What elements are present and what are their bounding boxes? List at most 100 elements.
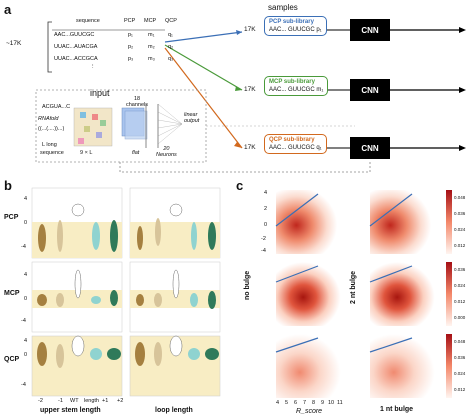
c-xtick-11: 11 <box>337 400 343 406</box>
table-row-3-p: p₃ <box>128 56 134 62</box>
xtick-neg2: -2 <box>38 398 43 404</box>
input-title: input <box>90 88 110 98</box>
row-label-qcp: QCP <box>4 356 20 363</box>
neurons-label: 20 Neurons <box>156 146 177 158</box>
row-label-mcp: MCP <box>4 290 20 297</box>
cnn-box-pcp: CNN <box>350 19 390 41</box>
c-xtick-9: 9 <box>321 400 325 406</box>
cnn-box-mcp: CNN <box>350 79 390 101</box>
xtick-plus1: +1 <box>102 398 109 404</box>
pcp-ytick-0: 0 <box>24 220 28 226</box>
cbar2-ticks: 0.036 0.024 0.012 0.000 <box>454 267 466 320</box>
lib-qcp-title: QCP sub-library <box>269 137 315 143</box>
input-matrix <box>73 107 113 147</box>
lib-qcp-value: q₁ <box>316 145 322 151</box>
table-row-3-q: q₃ <box>168 56 174 62</box>
c-ytick-4: 4 <box>264 190 268 196</box>
qcp-ytick-neg4: -4 <box>21 382 26 388</box>
lib-mcp-box: MCP sub-library AAC... GUUCGC m₁ <box>264 76 329 96</box>
qcp-ytick-4: 4 <box>24 338 28 344</box>
col-header-pcp: PCP <box>124 18 136 24</box>
cnn-box-qcp: CNN <box>350 137 390 159</box>
cbar3-ticks: 0.048 0.036 0.024 0.012 <box>454 339 466 392</box>
heatmap-r2-c1 <box>276 262 344 326</box>
xtick-wt: WT <box>70 398 79 404</box>
row-label-no-bulge: no bulge <box>244 270 251 300</box>
c-xtick-5: 5 <box>285 400 289 406</box>
input-sequence: ACGUA...C <box>42 104 71 110</box>
table-row-1-seq: AAC...GUUCGC <box>54 32 95 38</box>
col-header-qcp: QCP <box>165 18 177 24</box>
pcp-ytick-4: 4 <box>24 196 28 202</box>
mcp-ytick-neg4: -4 <box>21 318 26 324</box>
linear-output-label: linear output <box>184 112 200 124</box>
table-row-1-q: q₁ <box>168 32 173 38</box>
xlabel-upper-stem: upper stem length <box>40 407 101 414</box>
lib-qcp-box: QCP sub-library AAC... GUUCGC q₁ <box>264 134 327 154</box>
c-ytick-neg4: -4 <box>261 248 266 254</box>
input-structure: ((...(....))...) <box>38 126 65 132</box>
panel-letter-b: b <box>4 178 12 193</box>
lib-pcp-seq: AAC... GUUCGC <box>269 27 315 33</box>
heatmap-r3-c1 <box>276 334 344 398</box>
lib-pcp-box: PCP sub-library AAC... GUUCGC p₁ <box>264 16 327 36</box>
xtick-plus2: +2 <box>117 398 124 404</box>
table-ellipsis: ⋮ <box>90 64 96 70</box>
lib-qcp-seq: AAC... GUUCGC <box>269 145 315 151</box>
lib-pcp-title: PCP sub-library <box>269 19 314 25</box>
lib-qcp-count: 17K <box>244 144 256 151</box>
cbar1-ticks: 0.048 0.036 0.024 0.012 <box>454 195 466 248</box>
flat-label: flat <box>132 150 140 156</box>
table-row-2-q: q₂ <box>168 44 174 50</box>
heatmap-r3-c2 <box>370 334 438 398</box>
row-label-pcp: PCP <box>4 214 19 221</box>
samples-label: samples <box>268 3 298 12</box>
panel-letter-c: c <box>236 178 244 193</box>
c-ytick-2: 2 <box>264 206 268 212</box>
sequence-label: sequence <box>40 150 64 156</box>
mcp-violins <box>37 269 216 309</box>
table-row-1-m: m₁ <box>148 32 155 38</box>
xtick-length: length <box>84 398 99 404</box>
input-rnafold: RNAfold <box>38 116 59 122</box>
qcp-ytick-0: 0 <box>24 352 28 358</box>
table-row-3-seq: UUAC...ACCGCA <box>54 56 98 62</box>
table-row-2-seq: UUAC...AUACGA <box>54 44 98 50</box>
xlabel-loop-length: loop length <box>155 407 193 414</box>
c-ytick-0: 0 <box>264 222 268 228</box>
lib-mcp-title: MCP sub-library <box>269 79 315 85</box>
lib-pcp-count: 17K <box>244 26 256 33</box>
col-header-mcp: MCP <box>144 18 157 24</box>
table-row-2-m: m₂ <box>148 44 155 50</box>
table-row-3-m: m₃ <box>148 56 155 62</box>
c-xtick-6: 6 <box>294 400 298 406</box>
c-xtick-7: 7 <box>303 400 307 406</box>
c-xtick-10: 10 <box>328 400 335 406</box>
pcp-violins <box>38 203 216 252</box>
c-ytick-neg2: -2 <box>261 236 266 242</box>
col-header-sequence: sequence <box>76 18 100 24</box>
count-17k: ~17K <box>6 40 22 47</box>
c-xlabel: R_score <box>296 408 323 415</box>
pcp-ytick-neg4: -4 <box>21 244 26 250</box>
matrix-dim-label: 9 × L <box>80 150 93 156</box>
lib-mcp-seq: AAC... GUUCGC <box>269 87 315 93</box>
heatmap-r2-c2 <box>370 262 438 326</box>
l-long-label: L long <box>42 142 57 148</box>
c-xtick-4: 4 <box>276 400 280 406</box>
panel-letter-a: a <box>4 2 12 17</box>
c-bottom-label: 1 nt bulge <box>380 406 414 413</box>
c-xtick-8: 8 <box>312 400 316 406</box>
channels-label: 18 channels <box>126 96 149 108</box>
mcp-ytick-0: 0 <box>24 296 28 302</box>
lib-pcp-value: p₁ <box>316 27 322 33</box>
lib-mcp-count: 17K <box>244 86 256 93</box>
lib-mcp-value: m₁ <box>316 87 324 93</box>
table-row-1-p: p₁ <box>128 32 133 38</box>
xtick-neg1: -1 <box>58 398 63 404</box>
row-label-2nt-bulge: 2 nt bulge <box>350 270 357 304</box>
table-row-2-p: p₂ <box>128 44 134 50</box>
